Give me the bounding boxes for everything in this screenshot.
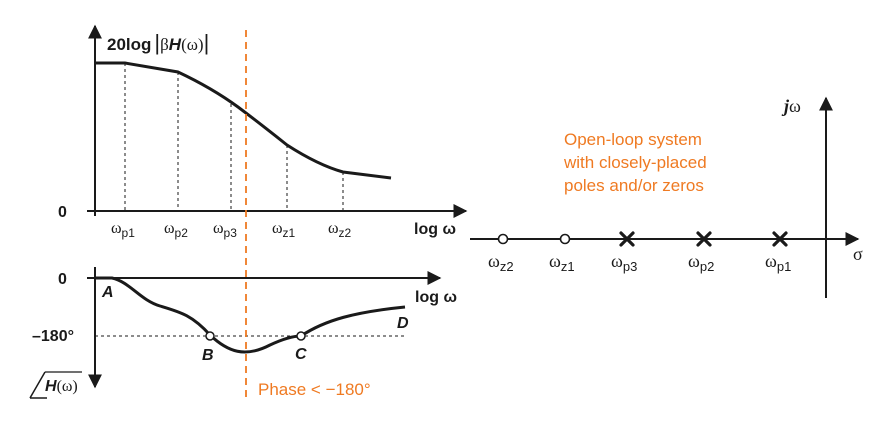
magnitude-zero-label: 0 [58, 204, 67, 221]
phase-minus180-label: –180° [32, 328, 74, 345]
magnitude-curve [95, 61, 392, 180]
phase-x-label: log ω [415, 289, 457, 306]
pole-p2-marker [696, 231, 712, 247]
pole-p3-marker [619, 231, 635, 247]
zero-z2-marker [497, 233, 509, 245]
tick-label-z2: ωz2 [328, 220, 352, 240]
magnitude-x-label: log ω [414, 221, 456, 238]
phase-plot: 0 –180° log ω A B C D H(ω) [29, 267, 457, 399]
phase-y-label: H(ω) [29, 371, 82, 399]
point-d-label: D [397, 315, 409, 332]
point-a-label: A [101, 284, 114, 301]
tick-label-z1: ωz1 [272, 220, 296, 240]
crossing-c-marker [296, 331, 306, 341]
pole-p2-label: ωp2 [688, 251, 714, 274]
pole-zero-title: Open-loop system with closely-placed pol… [563, 130, 711, 195]
tick-label-p1: ωp1 [111, 220, 135, 240]
pole-p1-label: ωp1 [765, 251, 791, 274]
tick-label-p2: ωp2 [164, 220, 188, 240]
imag-axis-label: jω [781, 96, 801, 116]
tick-label-p3: ωp3 [213, 220, 237, 240]
phase-curve [95, 276, 406, 354]
phase-note: Phase < −180° [258, 380, 371, 399]
angle-symbol-slash [29, 371, 46, 399]
zero-z1-label: ωz1 [549, 251, 575, 274]
magnitude-plot: 20log |βH(ω)| 0 log ω ωp1 ωp2 ωp3 ωz1 ωz2 [58, 24, 468, 240]
pole-zero-plot: jω σ Open-loop system with closely-place… [470, 96, 863, 298]
phase-zero-label: 0 [58, 271, 67, 288]
real-axis-label: σ [853, 244, 863, 264]
point-c-label: C [295, 346, 307, 363]
pole-p3-label: ωp3 [611, 251, 637, 274]
crossing-b-marker [205, 331, 215, 341]
magnitude-y-label: 20log |βH(ω)| [107, 30, 209, 55]
zero-z1-marker [559, 233, 571, 245]
phase-y-label-text: H(ω) [45, 378, 78, 395]
zero-z2-label: ωz2 [488, 251, 514, 274]
point-b-label: B [202, 347, 214, 364]
pole-p1-marker [772, 231, 788, 247]
